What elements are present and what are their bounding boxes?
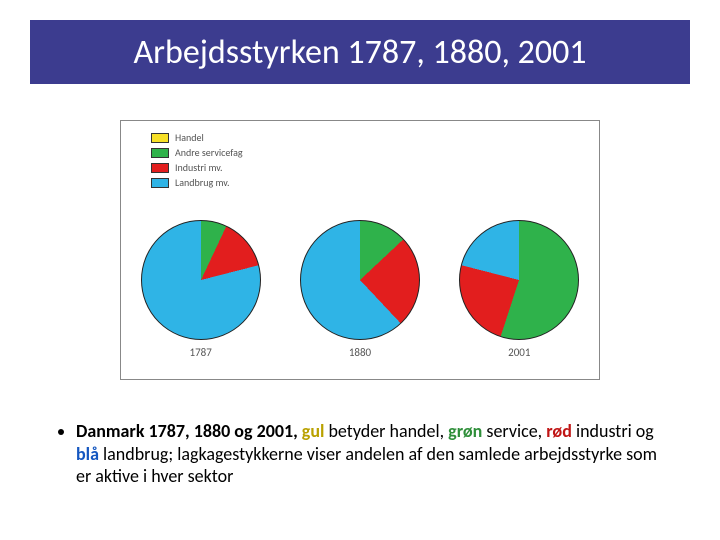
legend-item: Andre servicefag xyxy=(151,146,243,159)
legend-item: Landbrug mv. xyxy=(151,176,243,189)
caption-text: landbrug; lagkagestykkerne viser andelen… xyxy=(76,443,657,488)
pie-1787 xyxy=(141,220,261,340)
chart-container: Handel Andre servicefag Industri mv. Landbr… xyxy=(120,120,600,380)
caption-text: betyder handel, xyxy=(324,420,448,442)
caption-text: service, xyxy=(482,420,546,442)
legend-swatch xyxy=(151,163,169,173)
pie-chart: 2001 xyxy=(459,220,579,359)
slide: Arbejdsstyrken 1787, 1880, 2001 Handel An… xyxy=(0,0,720,540)
legend: Handel Andre servicefag Industri mv. Landbr… xyxy=(151,131,243,191)
legend-label: Industri mv. xyxy=(175,161,223,174)
pie-2001 xyxy=(459,220,579,340)
legend-swatch xyxy=(151,178,169,188)
slide-title: Arbejdsstyrken 1787, 1880, 2001 xyxy=(133,32,586,73)
caption-line: Danmark 1787, 1880 og 2001, gul betyder … xyxy=(76,420,670,488)
word-gron: grøn xyxy=(448,420,482,442)
pie-chart: 1787 xyxy=(141,220,261,359)
legend-swatch xyxy=(151,148,169,158)
pie-year-label: 2001 xyxy=(508,346,530,359)
legend-label: Landbrug mv. xyxy=(175,176,230,189)
pie-row: 1787 1880 2001 xyxy=(121,220,599,359)
legend-label: Handel xyxy=(175,131,204,144)
legend-label: Andre servicefag xyxy=(175,146,243,159)
caption-prefix: Danmark 1787, 1880 og 2001, xyxy=(76,420,302,442)
title-bar: Arbejdsstyrken 1787, 1880, 2001 xyxy=(30,20,690,84)
legend-item: Handel xyxy=(151,131,243,144)
word-bla: blå xyxy=(76,443,99,465)
word-gul: gul xyxy=(302,420,325,442)
pie-chart: 1880 xyxy=(300,220,420,359)
pie-1880 xyxy=(300,220,420,340)
pie-year-label: 1787 xyxy=(190,346,212,359)
word-rod: rød xyxy=(546,420,572,442)
caption-text: industri og xyxy=(572,420,654,442)
pie-year-label: 1880 xyxy=(349,346,371,359)
caption: Danmark 1787, 1880 og 2001, gul betyder … xyxy=(50,420,670,488)
legend-item: Industri mv. xyxy=(151,161,243,174)
legend-swatch xyxy=(151,133,169,143)
